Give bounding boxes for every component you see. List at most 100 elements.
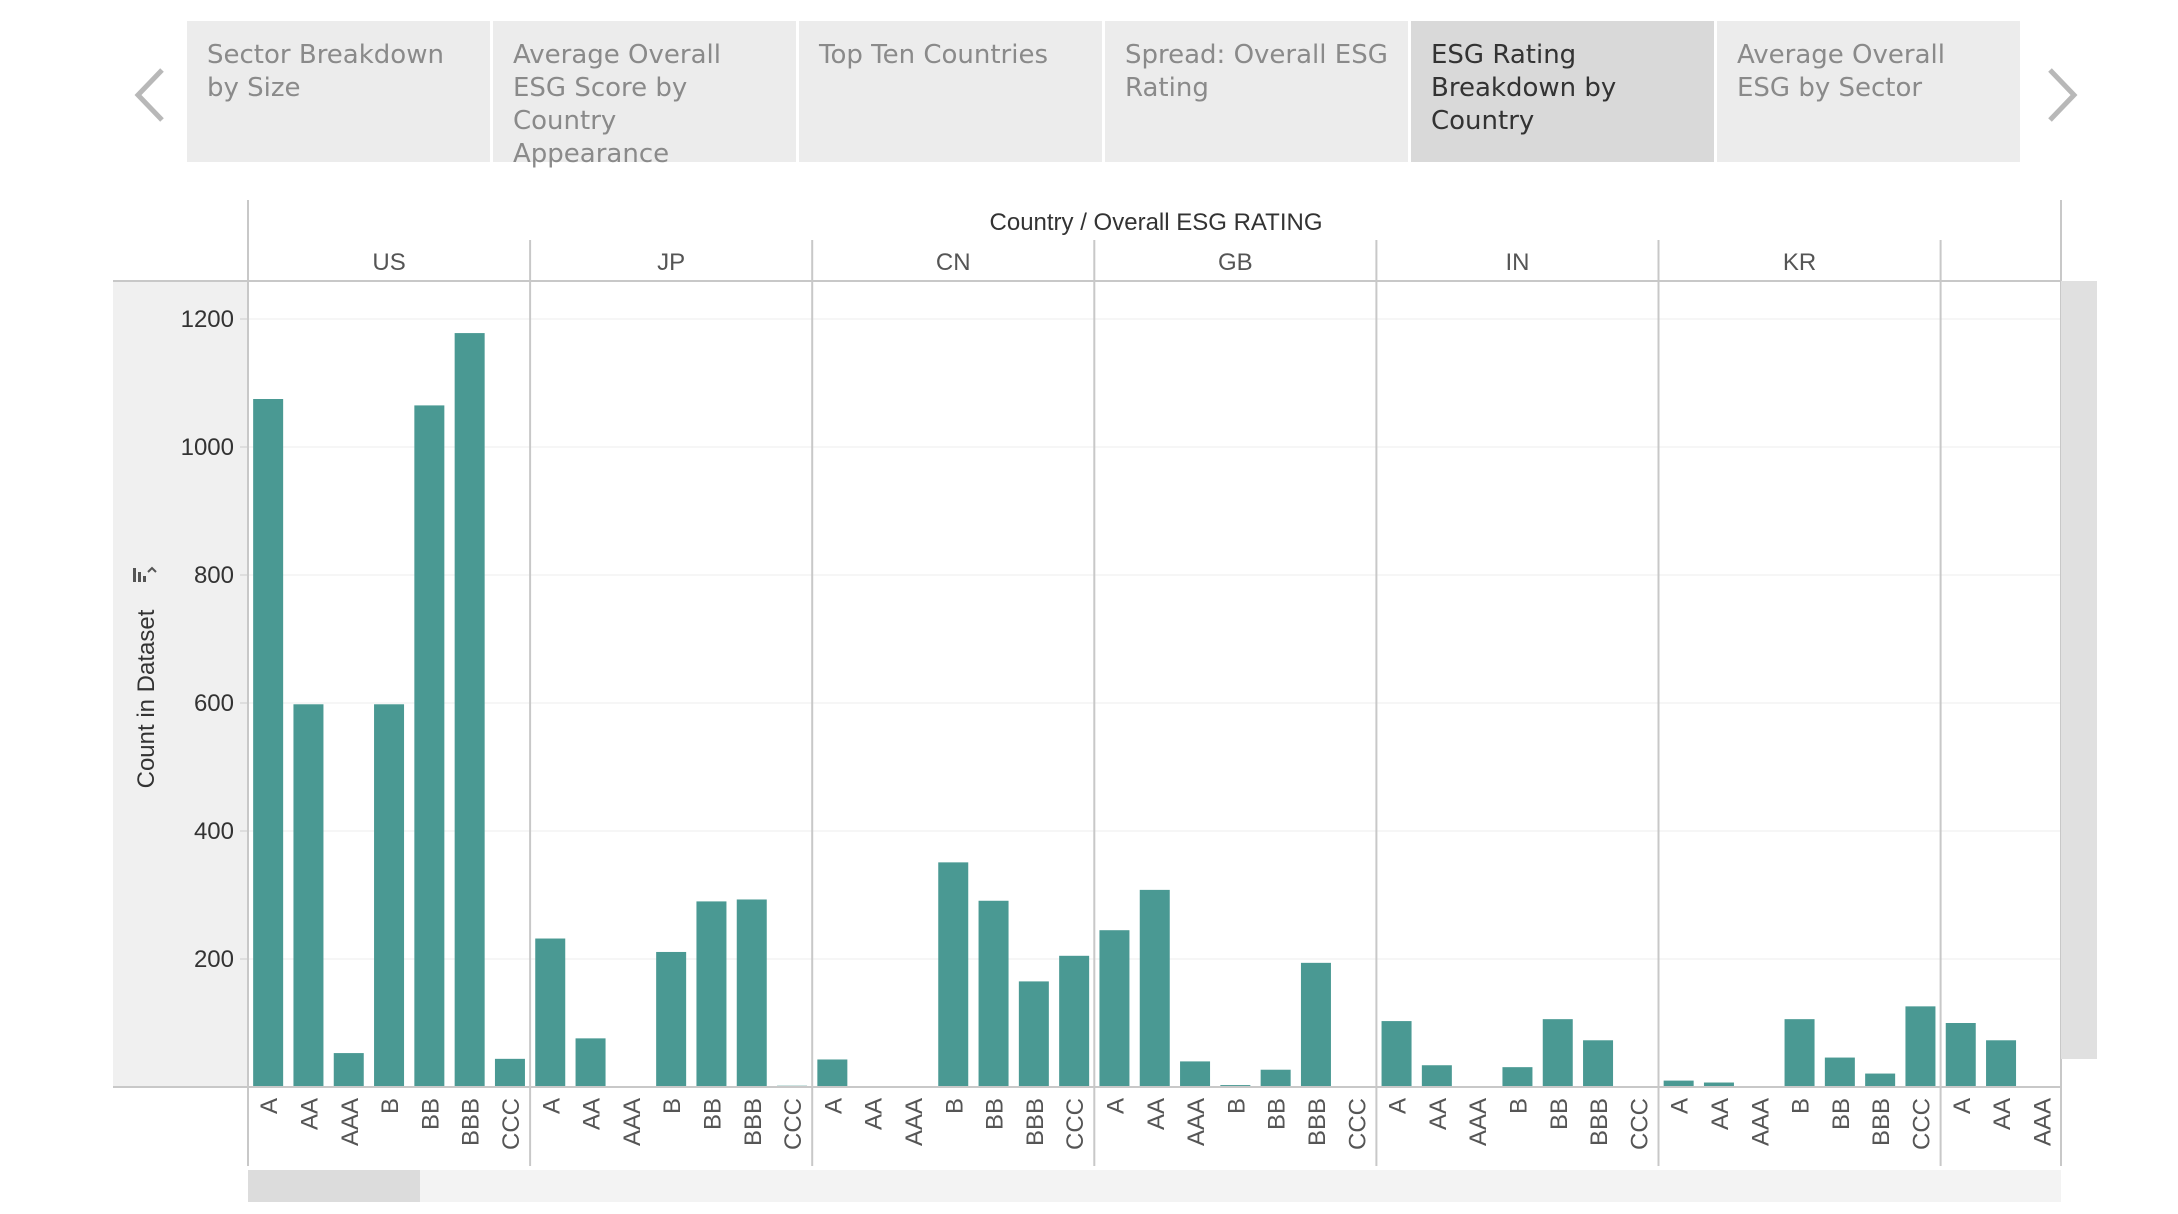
country-header: KR <box>1783 249 1816 276</box>
x-tick-label: A <box>538 1098 565 1114</box>
x-tick-label: BB <box>1264 1098 1291 1130</box>
x-tick-label: AAA <box>1183 1098 1210 1146</box>
bar-us-bb[interactable] <box>414 405 445 1087</box>
x-tick-label: AA <box>861 1098 888 1130</box>
x-tick-label: A <box>256 1098 283 1114</box>
bar-in-bb[interactable] <box>1542 1019 1573 1087</box>
country-header: IN <box>1505 249 1529 276</box>
x-tick-label: CCC <box>1062 1098 1089 1150</box>
x-tick-label: CCC <box>780 1098 807 1150</box>
tab-average-esg-by-country-appearance[interactable]: Average Overall ESG Score by Country App… <box>493 21 796 169</box>
country-header: GB <box>1218 249 1253 276</box>
y-tick-label: 400 <box>194 818 234 845</box>
bar-jp-bb[interactable] <box>696 901 727 1087</box>
x-tick-label: AA <box>579 1098 606 1130</box>
x-tick-label: AAA <box>1465 1098 1492 1146</box>
tab-average-esg-by-sector[interactable]: Average Overall ESG by Sector <box>1717 21 2020 162</box>
bar-kr-bb[interactable] <box>1824 1057 1855 1087</box>
bar-kr-a[interactable] <box>1663 1080 1694 1087</box>
x-tick-label: BB <box>699 1098 726 1130</box>
chevron-left-icon[interactable] <box>126 60 186 130</box>
bar-us-ccc[interactable] <box>494 1058 525 1087</box>
bar-cn-bb[interactable] <box>978 900 1009 1087</box>
bar-us-aa[interactable] <box>293 704 324 1087</box>
bar-cn-b[interactable] <box>938 862 969 1087</box>
bar-us-a[interactable] <box>253 399 284 1087</box>
tab-top-ten-countries[interactable]: Top Ten Countries <box>799 21 1102 162</box>
y-axis-title: Count in Dataset <box>133 609 160 788</box>
bar-gb-aa[interactable] <box>1139 889 1170 1087</box>
bar-other-a[interactable] <box>1945 1023 1976 1087</box>
bar-gb-bbb[interactable] <box>1300 962 1331 1087</box>
bar-gb-aaa[interactable] <box>1180 1061 1211 1087</box>
country-header: US <box>372 249 405 276</box>
x-tick-label: BB <box>1828 1098 1855 1130</box>
x-tick-label: AA <box>1143 1098 1170 1130</box>
x-tick-label: A <box>1949 1098 1976 1114</box>
x-tick-label: B <box>1223 1098 1250 1114</box>
bar-us-b[interactable] <box>374 704 405 1087</box>
bar-in-a[interactable] <box>1381 1021 1412 1087</box>
bar-gb-a[interactable] <box>1099 930 1130 1087</box>
horizontal-scrollbar[interactable] <box>248 1170 2061 1202</box>
vertical-scrollbar[interactable] <box>2061 281 2097 1059</box>
bar-jp-a[interactable] <box>535 938 566 1087</box>
x-tick-label: AA <box>1707 1098 1734 1130</box>
x-tick-label: AAA <box>2029 1098 2056 1146</box>
country-header: CN <box>936 249 971 276</box>
x-tick-label: AAA <box>337 1098 364 1146</box>
y-tick-label: 200 <box>194 946 234 973</box>
x-tick-label: BB <box>1546 1098 1573 1130</box>
vertical-scrollbar-thumb[interactable] <box>2061 281 2097 1059</box>
bar-jp-aa[interactable] <box>575 1038 606 1087</box>
bar-gb-bb[interactable] <box>1260 1069 1291 1087</box>
x-tick-label: A <box>1667 1098 1694 1114</box>
country-header: JP <box>657 249 685 276</box>
bar-kr-ccc[interactable] <box>1905 1006 1936 1087</box>
x-tick-label: BBB <box>1868 1098 1895 1146</box>
bar-cn-bbb[interactable] <box>1018 981 1049 1087</box>
x-tick-label: B <box>941 1098 968 1114</box>
x-tick-label: A <box>820 1098 847 1114</box>
bar-in-aa[interactable] <box>1421 1065 1452 1087</box>
x-tick-label: B <box>1788 1098 1815 1114</box>
bar-in-b[interactable] <box>1502 1067 1533 1087</box>
bar-cn-ccc[interactable] <box>1059 955 1090 1087</box>
x-tick-label: AA <box>1425 1098 1452 1130</box>
y-axis-panel <box>113 281 248 1087</box>
y-tick-label: 600 <box>194 690 234 717</box>
x-tick-label: B <box>377 1098 404 1114</box>
bar-kr-b[interactable] <box>1784 1019 1815 1087</box>
x-tick-label: BBB <box>1586 1098 1613 1146</box>
bar-jp-bbb[interactable] <box>736 899 767 1087</box>
x-tick-label: B <box>1505 1098 1532 1114</box>
y-tick-label: 1200 <box>181 306 234 333</box>
x-tick-label: AAA <box>619 1098 646 1146</box>
bar-jp-b[interactable] <box>656 951 687 1087</box>
y-tick-label: 800 <box>194 562 234 589</box>
x-tick-label: A <box>1102 1098 1129 1114</box>
bar-kr-aa[interactable] <box>1703 1082 1734 1087</box>
x-tick-label: CCC <box>1908 1098 1935 1150</box>
x-tick-label: AAA <box>1747 1098 1774 1146</box>
bar-us-aaa[interactable] <box>333 1053 364 1087</box>
story-tabs: Sector Breakdown by Size Average Overall… <box>187 21 2023 169</box>
x-tick-label: AAA <box>901 1098 928 1146</box>
tab-spread-overall-esg-rating[interactable]: Spread: Overall ESG Rating <box>1105 21 1408 162</box>
x-tick-label: BB <box>417 1098 444 1130</box>
tab-esg-rating-breakdown-by-country[interactable]: ESG Rating Breakdown by Country <box>1411 21 1714 162</box>
chart-title: Country / Overall ESG RATING <box>990 209 1323 236</box>
x-tick-label: B <box>659 1098 686 1114</box>
x-tick-label: CCC <box>1344 1098 1371 1150</box>
bar-in-bbb[interactable] <box>1583 1040 1614 1087</box>
sort-icon[interactable] <box>133 566 157 582</box>
bar-us-bbb[interactable] <box>454 333 485 1087</box>
x-tick-label: CCC <box>498 1098 525 1150</box>
horizontal-scrollbar-thumb[interactable] <box>248 1170 420 1202</box>
bar-cn-a[interactable] <box>817 1059 848 1087</box>
bar-kr-bbb[interactable] <box>1865 1073 1896 1087</box>
bar-other-aa[interactable] <box>1986 1040 2017 1087</box>
chevron-right-icon[interactable] <box>2026 60 2086 130</box>
tab-sector-breakdown-by-size[interactable]: Sector Breakdown by Size <box>187 21 490 162</box>
